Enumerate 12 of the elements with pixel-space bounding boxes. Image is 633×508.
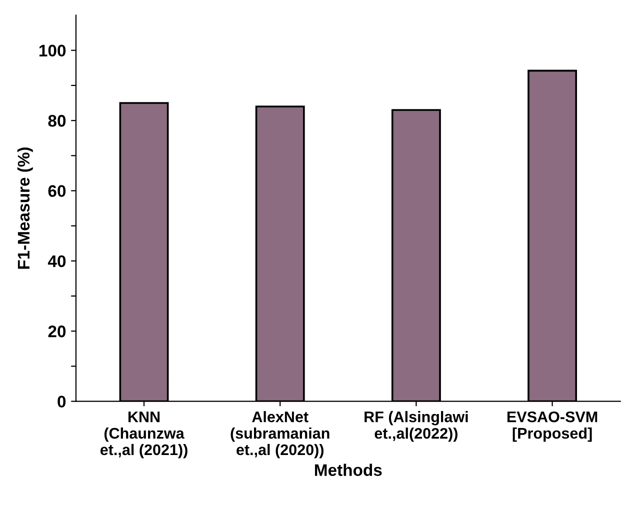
x-axis-title: Methods: [315, 464, 382, 476]
x-tick-label: EVSAO-SVM [Proposed]: [507, 411, 598, 442]
y-tick-label: 80: [48, 114, 66, 127]
y-tick-label: 0: [58, 396, 66, 408]
y-tick-label: 100: [39, 44, 66, 57]
x-tick-label: AlexNet (subramanian et.,al (2020)): [230, 411, 330, 458]
y-tick-label: 40: [48, 255, 66, 268]
x-tick-label: KNN (Chaunzwa et.,al (2021)): [100, 412, 188, 458]
y-axis-title: F1-Measure (%): [17, 148, 33, 269]
y-tick-label: 20: [48, 326, 66, 338]
x-tick-label: RF (Alsinglawi et.,al(2022)): [364, 411, 468, 442]
y-tick-label: 60: [48, 185, 66, 197]
